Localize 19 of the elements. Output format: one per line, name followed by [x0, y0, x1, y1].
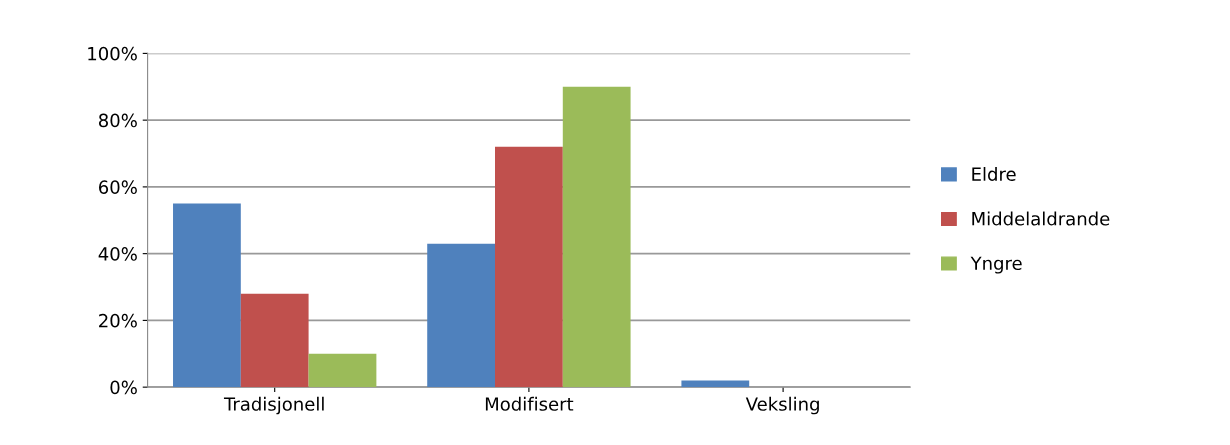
bar — [308, 353, 377, 388]
y-tick-label: 80% — [98, 113, 137, 128]
legend-label: Yngre — [970, 256, 1022, 274]
bar — [495, 146, 563, 388]
x-tick-label: Tradisjonell — [223, 396, 324, 415]
y-tick-label: 0% — [110, 380, 137, 395]
legend-label: Middelaldrande — [972, 211, 1110, 226]
bar — [681, 380, 750, 388]
legend-label: Eldre — [972, 166, 1016, 181]
x-tick-label: Veksling — [745, 396, 819, 415]
y-tick-label: 40% — [98, 247, 137, 261]
bar — [240, 293, 309, 388]
y-tick-label: 20% — [99, 313, 137, 328]
x-tick-label: Modifisert — [485, 396, 574, 411]
y-tick-label: 60% — [99, 180, 137, 195]
bar — [427, 243, 496, 388]
bar — [173, 203, 241, 388]
bar — [562, 86, 631, 388]
y-tick-label: 100% — [88, 46, 137, 61]
